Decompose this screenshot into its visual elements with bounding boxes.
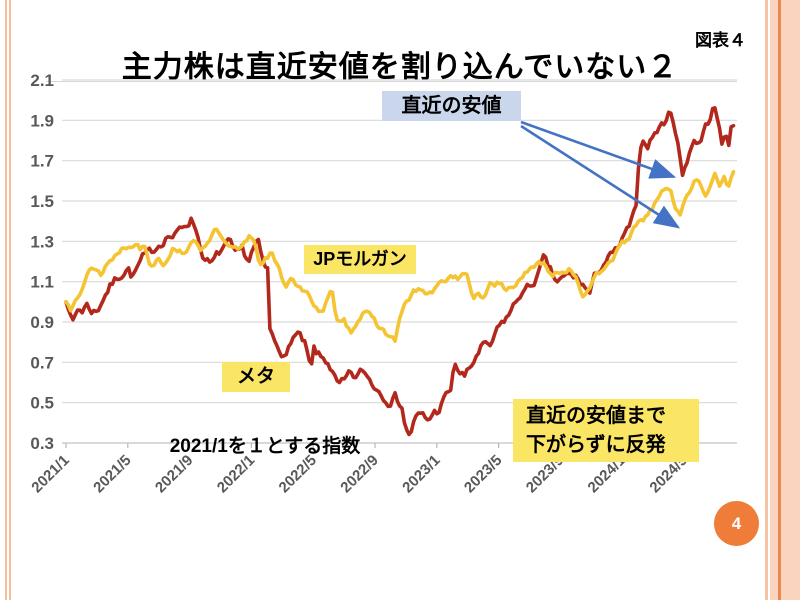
right-border-accent-line — [778, 0, 781, 600]
index-base-note: 2021/1を１とする指数 — [169, 436, 361, 457]
right-border-band — [770, 0, 800, 600]
y-axis-tick-label: 0.7 — [30, 353, 54, 372]
x-axis-tick-label: 2021/1 — [28, 452, 72, 496]
series-label-jpmorgan: JPモルガン — [304, 245, 416, 274]
x-axis-tick-label: 2022/5 — [276, 452, 320, 496]
title-underline — [46, 81, 737, 82]
slide-title: 主力株は直近安値を割り込んでいない２ — [121, 51, 679, 84]
right-border-stripe-thin — [765, 0, 768, 600]
x-axis-tick-label: 2021/9 — [152, 452, 196, 496]
page-number: 4 — [731, 514, 742, 533]
y-axis-tick-label: 1.7 — [30, 152, 54, 171]
x-axis-tick-label: 2023/5 — [461, 452, 505, 496]
annotation-arrow — [520, 120, 677, 179]
rebound-note-line2: 下がらずに反発 — [526, 434, 666, 456]
left-border-stripe-outer — [5, 0, 7, 600]
x-axis-tick-label: 2021/5 — [90, 452, 134, 496]
y-axis-tick-label: 1.1 — [30, 273, 54, 292]
y-axis-tick-label: 0.5 — [30, 394, 54, 413]
y-axis-tick-label: 0.9 — [30, 313, 54, 332]
page-number-badge: 4 — [714, 501, 759, 546]
x-axis-tick-label: 2022/9 — [337, 452, 381, 496]
annotation-rebound-note: 直近の安値まで 下がらずに反発 — [513, 399, 699, 462]
annotation-recent-low-label: 直近の安値 — [382, 91, 521, 121]
y-axis-tick-label: 1.5 — [30, 192, 54, 211]
y-axis-tick-label: 2.1 — [30, 71, 54, 90]
y-axis-tick-label: 0.3 — [30, 434, 54, 453]
left-border-stripe-inner — [8, 0, 11, 600]
figure-label: 図表４ — [695, 31, 746, 50]
x-axis-tick-label: 2022/1 — [214, 452, 258, 496]
x-axis-tick-label: 2023/1 — [399, 452, 443, 496]
rebound-note-line1: 直近の安値まで — [526, 405, 666, 427]
jpm-series-line — [64, 170, 736, 343]
y-axis-tick-label: 1.3 — [30, 232, 54, 251]
annotation-arrow — [520, 124, 681, 229]
meta-series-line — [64, 106, 736, 437]
y-axis-tick-label: 1.9 — [30, 111, 54, 130]
series-label-meta: メタ — [222, 362, 290, 392]
